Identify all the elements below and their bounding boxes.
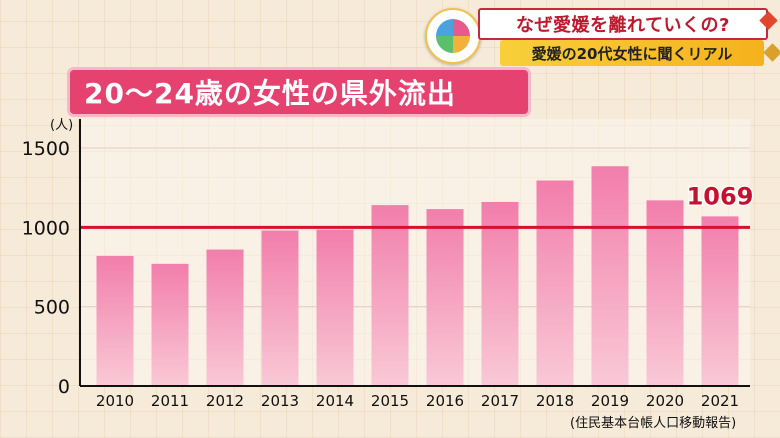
x-tick-label: 2021 bbox=[701, 392, 739, 410]
bar bbox=[701, 216, 739, 386]
x-tick-label: 2010 bbox=[96, 392, 134, 410]
bar bbox=[261, 230, 299, 386]
data-source: (住民基本台帳人口移動報告) bbox=[570, 416, 737, 431]
headline-banner: なぜ愛媛を離れていくの? bbox=[478, 8, 768, 40]
bar bbox=[646, 200, 684, 386]
plot-area bbox=[80, 119, 750, 386]
ehime-logo-icon bbox=[436, 19, 470, 53]
x-tick-label: 2015 bbox=[371, 392, 409, 410]
chart-title: 20〜24歳の女性の県外流出 bbox=[70, 70, 528, 114]
x-tick-label: 2019 bbox=[591, 392, 629, 410]
highlight-value-label: 1069 bbox=[687, 182, 754, 210]
x-tick-label: 2014 bbox=[316, 392, 354, 410]
x-tick-label: 2011 bbox=[151, 392, 189, 410]
bar bbox=[206, 249, 244, 386]
y-axis-unit: (人) bbox=[50, 118, 73, 133]
x-tick-label: 2012 bbox=[206, 392, 244, 410]
y-tick-label: 500 bbox=[34, 297, 70, 319]
bar bbox=[481, 201, 519, 386]
bar bbox=[151, 263, 189, 386]
y-tick-label: 1500 bbox=[22, 138, 70, 160]
x-tick-label: 2016 bbox=[426, 392, 464, 410]
bar bbox=[426, 209, 464, 386]
x-tick-label: 2013 bbox=[261, 392, 299, 410]
bar bbox=[316, 229, 354, 386]
bar bbox=[96, 255, 134, 386]
subline-banner: 愛媛の20代女性に聞くリアル bbox=[500, 40, 764, 66]
x-tick-label: 2020 bbox=[646, 392, 684, 410]
y-tick-label: 0 bbox=[58, 376, 70, 398]
bar bbox=[591, 166, 629, 386]
ehime-logo bbox=[425, 8, 481, 64]
bar bbox=[536, 180, 574, 386]
x-tick-label: 2017 bbox=[481, 392, 519, 410]
y-tick-label: 1000 bbox=[22, 217, 70, 239]
x-tick-label: 2018 bbox=[536, 392, 574, 410]
bar bbox=[371, 205, 409, 386]
